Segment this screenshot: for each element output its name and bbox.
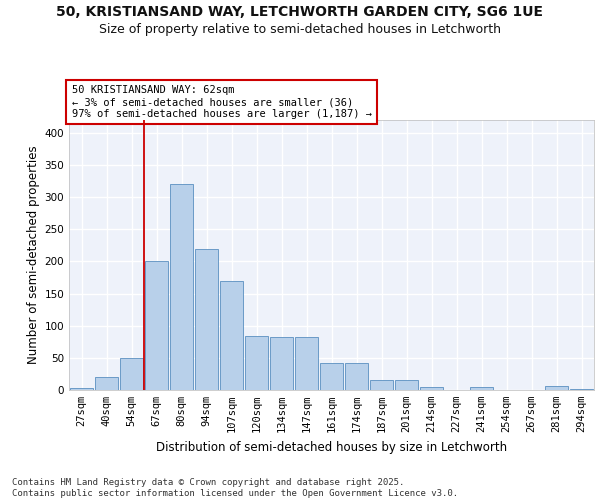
- Bar: [194, 249, 218, 390]
- Bar: [220, 280, 244, 390]
- Bar: [245, 336, 268, 390]
- Bar: [95, 377, 118, 390]
- X-axis label: Distribution of semi-detached houses by size in Letchworth: Distribution of semi-detached houses by …: [156, 440, 507, 454]
- Text: Size of property relative to semi-detached houses in Letchworth: Size of property relative to semi-detach…: [99, 22, 501, 36]
- Text: 50 KRISTIANSAND WAY: 62sqm
← 3% of semi-detached houses are smaller (36)
97% of : 50 KRISTIANSAND WAY: 62sqm ← 3% of semi-…: [71, 86, 371, 118]
- Y-axis label: Number of semi-detached properties: Number of semi-detached properties: [27, 146, 40, 364]
- Bar: [269, 336, 293, 390]
- Bar: [470, 387, 493, 390]
- Bar: [295, 338, 319, 390]
- Bar: [569, 388, 593, 390]
- Bar: [545, 386, 568, 390]
- Bar: [395, 380, 418, 390]
- Bar: [70, 388, 94, 390]
- Bar: [119, 358, 143, 390]
- Bar: [419, 387, 443, 390]
- Bar: [370, 380, 394, 390]
- Bar: [145, 261, 169, 390]
- Bar: [320, 363, 343, 390]
- Bar: [170, 184, 193, 390]
- Text: 50, KRISTIANSAND WAY, LETCHWORTH GARDEN CITY, SG6 1UE: 50, KRISTIANSAND WAY, LETCHWORTH GARDEN …: [56, 5, 544, 19]
- Text: Contains HM Land Registry data © Crown copyright and database right 2025.
Contai: Contains HM Land Registry data © Crown c…: [12, 478, 458, 498]
- Bar: [344, 363, 368, 390]
